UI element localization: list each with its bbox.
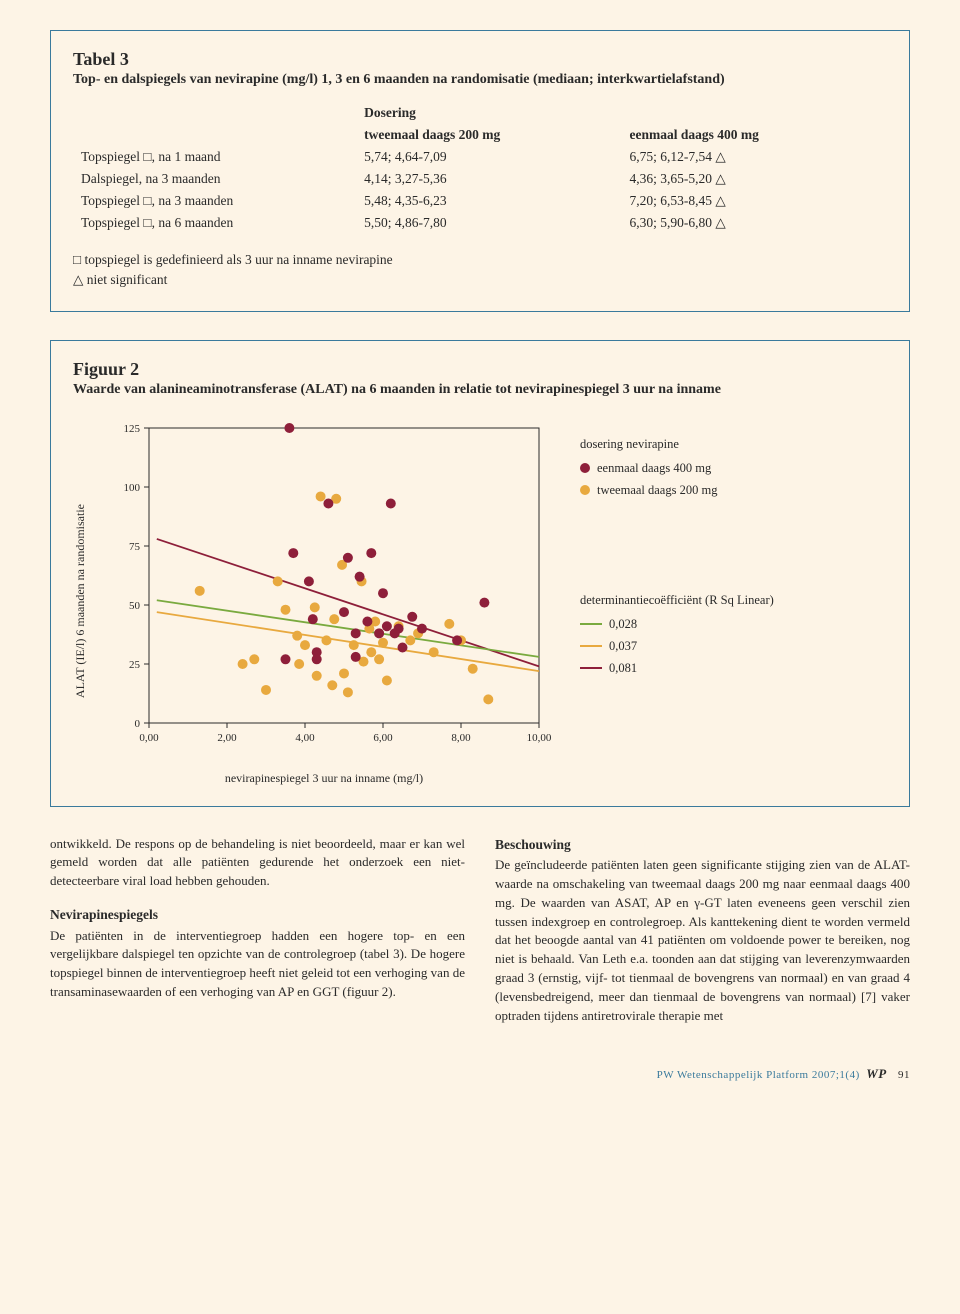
figure-2-subtitle: Waarde van alanineaminotransferase (ALAT…	[73, 382, 887, 398]
svg-text:75: 75	[129, 541, 141, 553]
svg-text:0,00: 0,00	[139, 732, 159, 744]
svg-text:50: 50	[129, 600, 141, 612]
row-label: Topspiegel □, na 3 maanden	[73, 190, 356, 212]
table-3: Dosering tweemaal daags 200 mg eenmaal d…	[73, 102, 887, 234]
table-3-notes: □ topspiegel is gedefinieerd als 3 uur n…	[73, 250, 887, 291]
svg-text:125: 125	[124, 423, 141, 435]
table-3-subtitle: Top- en dalspiegels van nevirapine (mg/l…	[73, 72, 887, 88]
svg-text:6,00: 6,00	[373, 732, 393, 744]
legend-item: 0,081	[580, 658, 774, 678]
x-axis-label: nevirapinespiegel 3 uur na inname (mg/l)	[94, 771, 554, 786]
legend-line-icon	[580, 667, 602, 669]
body-h2: Nevirapinespiegels	[50, 905, 465, 925]
body-p1: ontwikkeld. De respons op de behandeling…	[50, 835, 465, 892]
row-label: Topspiegel □, na 1 maand	[73, 146, 356, 168]
row-label: Dalspiegel, na 3 maanden	[73, 168, 356, 190]
legend-item: 0,037	[580, 636, 774, 656]
scatter-chart: 0 25 50 75 100 125 0,00 2,00 4,00 6,00 8,00 10,00 n…	[94, 418, 554, 786]
legend-line-icon	[580, 623, 602, 625]
row-label: Topspiegel □, na 6 maanden	[73, 212, 356, 234]
table-row: Dalspiegel, na 3 maanden 4,14; 3,27-5,36…	[73, 168, 887, 190]
legend-label: tweemaal daags 200 mg	[597, 480, 717, 500]
table-row: Topspiegel □, na 3 maanden 5,48; 4,35-6,…	[73, 190, 887, 212]
table-3-box: Tabel 3 Top- en dalspiegels van nevirapi…	[50, 30, 910, 312]
row-c1: 4,14; 3,27-5,36	[356, 168, 621, 190]
row-c1: 5,48; 4,35-6,23	[356, 190, 621, 212]
svg-text:4,00: 4,00	[295, 732, 315, 744]
svg-text:100: 100	[124, 482, 141, 494]
row-c2: 6,30; 5,90-6,80 △	[622, 212, 887, 234]
table-col2-header: eenmaal daags 400 mg	[622, 124, 887, 146]
row-c2: 6,75; 6,12-7,54 △	[622, 146, 887, 168]
legend-label: 0,081	[609, 658, 637, 678]
table-row: Topspiegel □, na 6 maanden 5,50; 4,86-7,…	[73, 212, 887, 234]
legend-dot-icon	[580, 463, 590, 473]
footer-journal: PW Wetenschappelijk Platform 2007;1(4)	[657, 1069, 860, 1081]
table-col1-header: tweemaal daags 200 mg	[356, 124, 621, 146]
svg-text:0: 0	[135, 718, 141, 730]
chart-legend: dosering nevirapine eenmaal daags 400 mg…	[580, 418, 774, 680]
legend2-title: determinantiecoëfficiënt (R Sq Linear)	[580, 590, 774, 610]
table-header-group: Dosering	[356, 102, 621, 124]
row-c2: 4,36; 3,65-5,20 △	[622, 168, 887, 190]
svg-text:8,00: 8,00	[451, 732, 471, 744]
figure-2-box: Figuur 2 Waarde van alanineaminotransfer…	[50, 340, 910, 807]
svg-text:2,00: 2,00	[217, 732, 237, 744]
legend-item: 0,028	[580, 614, 774, 634]
body-text-columns: ontwikkeld. De respons op de behandeling…	[50, 835, 910, 1040]
legend-label: eenmaal daags 400 mg	[597, 458, 711, 478]
table-note-1: □ topspiegel is gedefinieerd als 3 uur n…	[73, 250, 887, 270]
y-axis-label: ALAT (IE/l) 6 maanden na randomisatie	[73, 504, 88, 698]
row-c1: 5,50; 4,86-7,80	[356, 212, 621, 234]
legend-label: 0,037	[609, 636, 637, 656]
footer-wp: WP	[866, 1066, 887, 1081]
figure-2-title: Figuur 2	[73, 359, 887, 380]
body-h3: Beschouwing	[495, 835, 910, 855]
table-row: Topspiegel □, na 1 maand 5,74; 4,64-7,09…	[73, 146, 887, 168]
legend-label: 0,028	[609, 614, 637, 634]
legend1-title: dosering nevirapine	[580, 434, 774, 454]
legend-item: tweemaal daags 200 mg	[580, 480, 774, 500]
body-p2: De patiënten in de interventiegroep hadd…	[50, 927, 465, 1002]
table-note-2: △ niet significant	[73, 270, 887, 290]
row-c2: 7,20; 6,53-8,45 △	[622, 190, 887, 212]
svg-text:25: 25	[129, 659, 141, 671]
legend-dot-icon	[580, 485, 590, 495]
legend-item: eenmaal daags 400 mg	[580, 458, 774, 478]
page-footer: PW Wetenschappelijk Platform 2007;1(4) W…	[50, 1066, 910, 1082]
svg-text:10,00: 10,00	[527, 732, 552, 744]
legend-line-icon	[580, 645, 602, 647]
table-3-title: Tabel 3	[73, 49, 887, 70]
body-p3: De geïncludeerde patiënten laten geen si…	[495, 856, 910, 1026]
footer-page: 91	[898, 1069, 910, 1081]
row-c1: 5,74; 4,64-7,09	[356, 146, 621, 168]
